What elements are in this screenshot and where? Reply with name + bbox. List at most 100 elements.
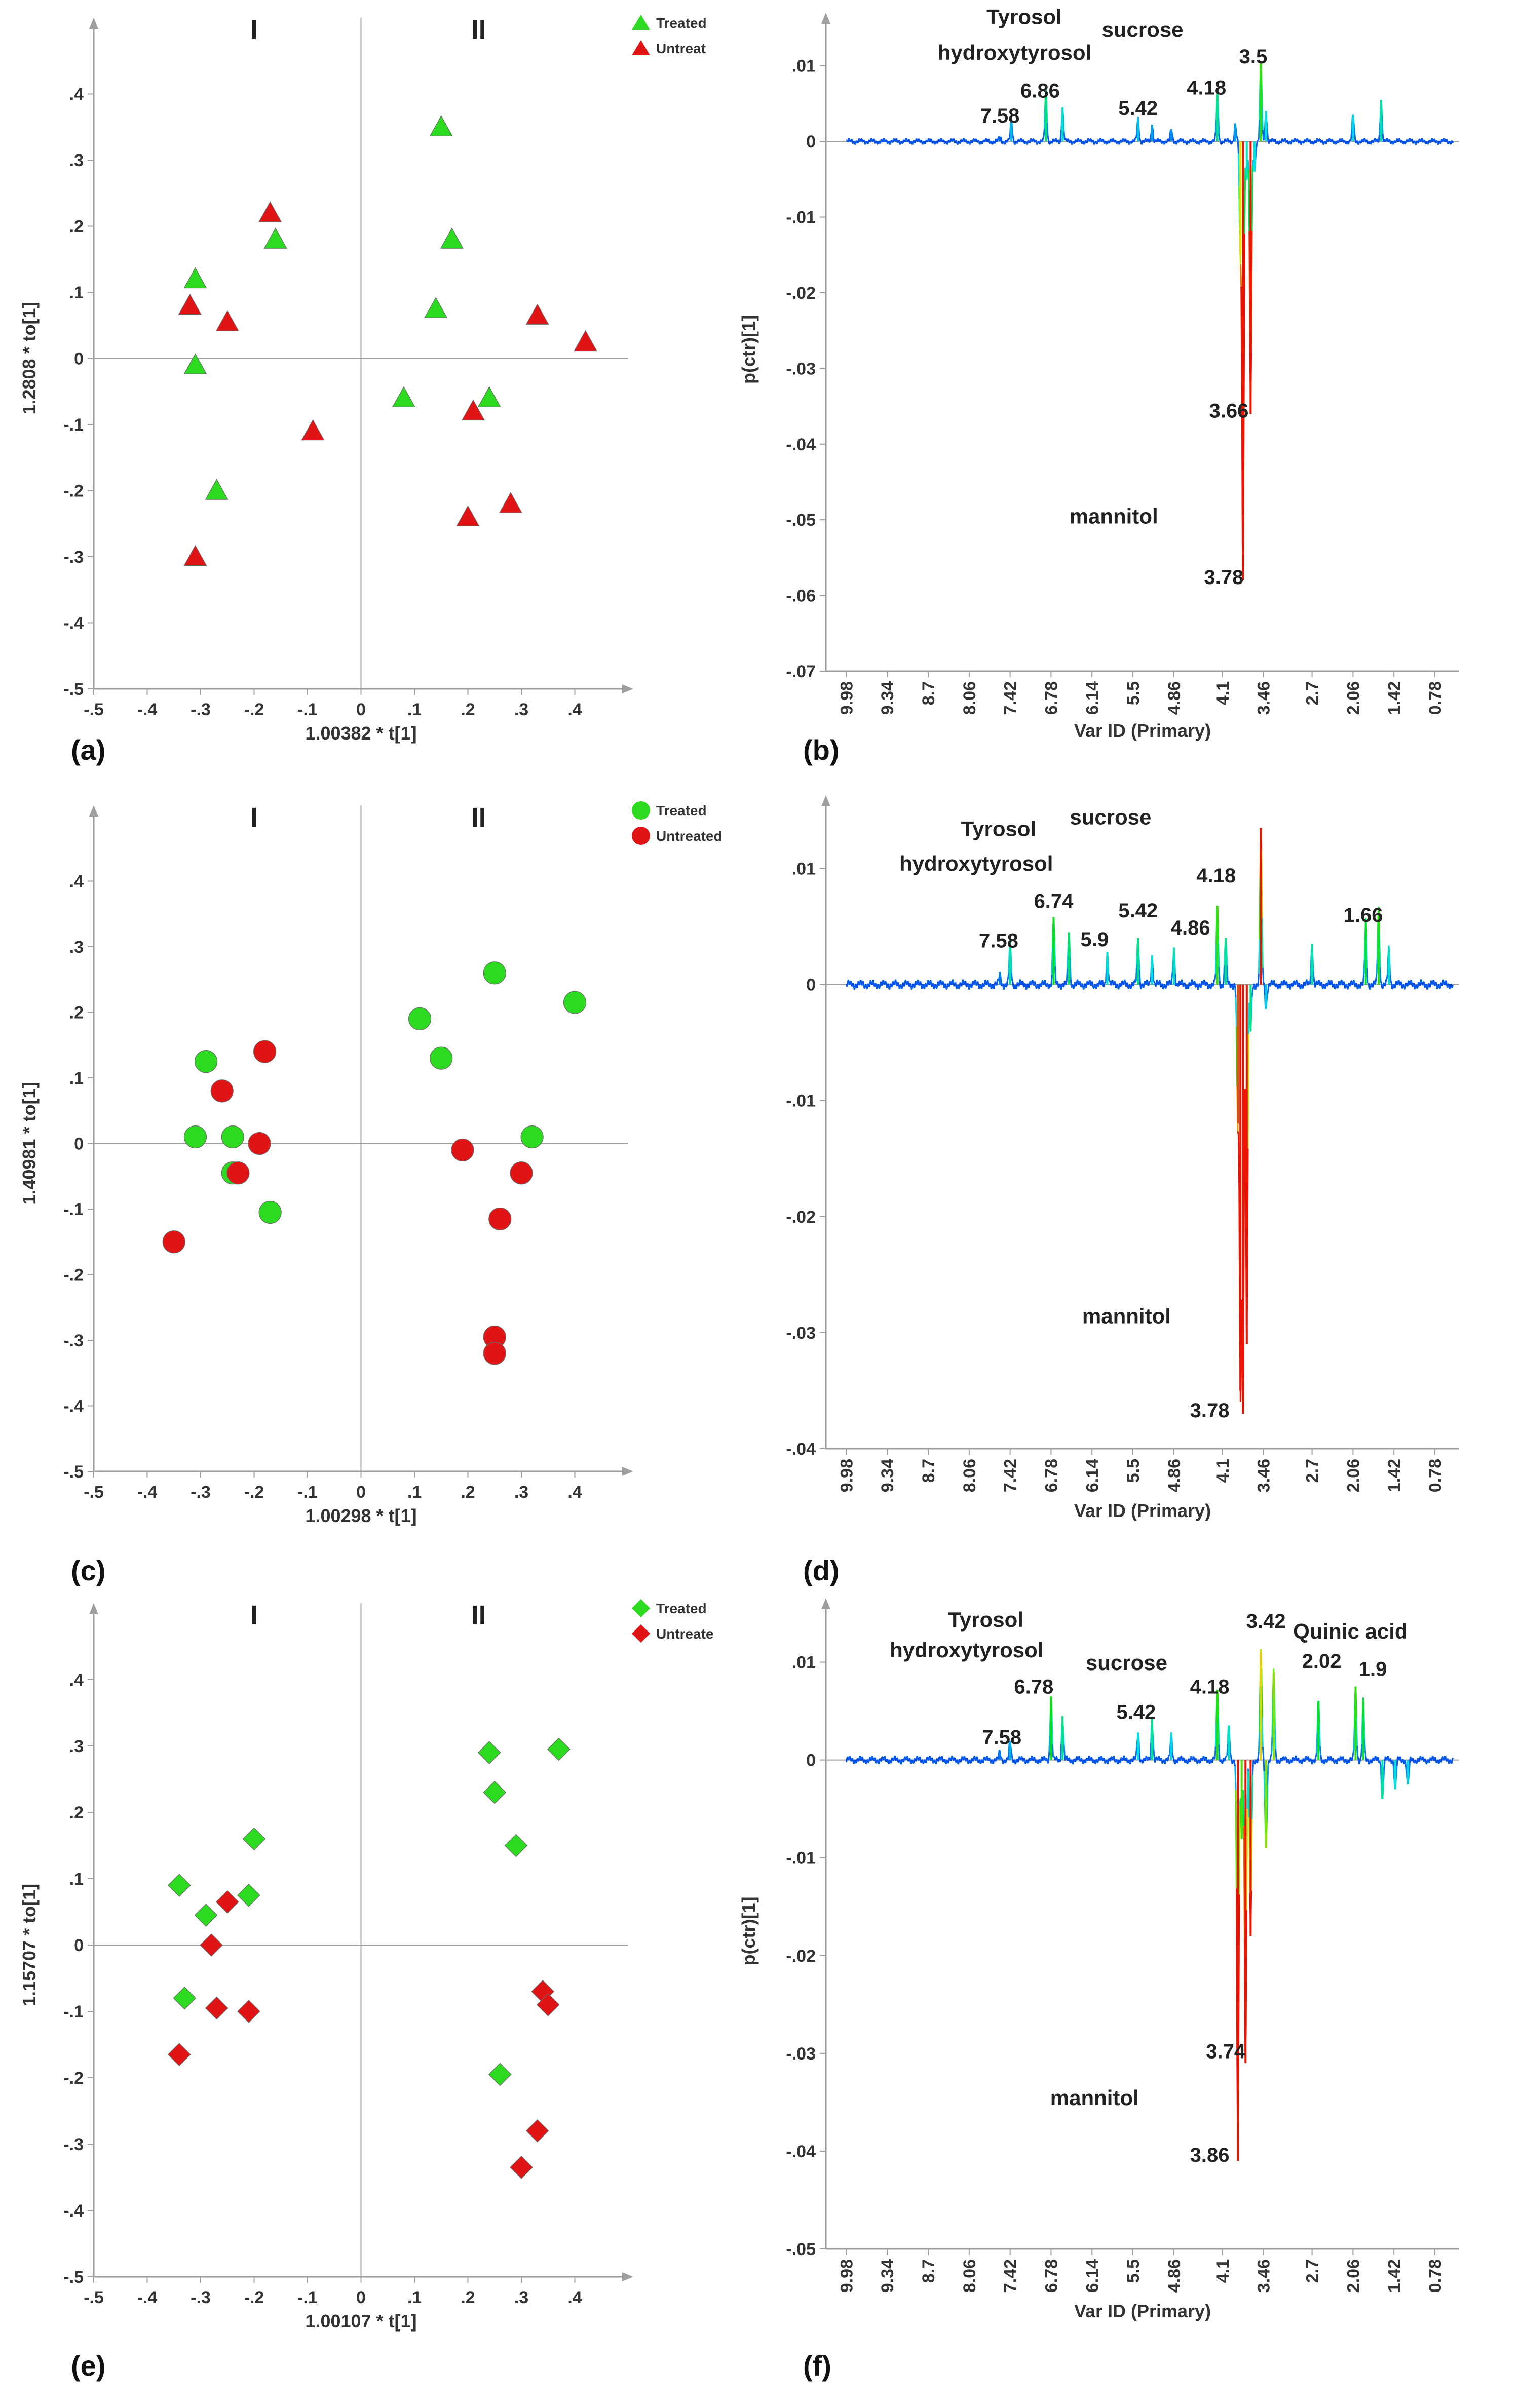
legend-marker xyxy=(632,1624,650,1643)
trace-segment xyxy=(1038,983,1041,989)
compound-label: hydroxytyrosol xyxy=(890,1638,1043,1662)
trace-segment xyxy=(1181,979,1184,983)
trace-segment xyxy=(1110,981,1113,986)
peak-label: 1.9 xyxy=(1359,1658,1387,1681)
y-tick-label: 0 xyxy=(74,1936,84,1955)
trace-segment xyxy=(1445,980,1448,985)
trace-segment xyxy=(1430,140,1432,143)
trace-segment xyxy=(1195,1758,1198,1762)
x-tick-label: .2 xyxy=(461,2288,475,2307)
trace-segment xyxy=(1439,140,1442,144)
treated-point xyxy=(483,961,506,985)
trace-segment xyxy=(1167,981,1170,986)
trace-segment xyxy=(1294,983,1297,985)
y-tick-label: -.02 xyxy=(786,284,816,303)
trace-segment xyxy=(1060,985,1063,990)
trace-segment xyxy=(1374,979,1377,985)
trace-segment xyxy=(1165,141,1168,144)
trace-segment xyxy=(1233,983,1236,988)
trace-segment xyxy=(1424,1758,1427,1762)
trace-segment xyxy=(1332,984,1335,988)
trace-segment xyxy=(1071,142,1074,145)
x-tick-label: .4 xyxy=(567,1483,582,1502)
trace-segment xyxy=(988,1757,991,1760)
trace-segment xyxy=(1001,1757,1003,1759)
untreated-point xyxy=(248,1132,271,1155)
compound-label: Quinic acid xyxy=(1293,1619,1408,1643)
trace-segment xyxy=(1292,1757,1295,1759)
trace-segment xyxy=(1204,984,1207,986)
loading-plot-d: -.04 -.03 -.02 -.01 0 .01 9.98 9.34 8.7 8.06 7.42 6… xyxy=(786,795,1459,1521)
trace-segment xyxy=(1145,1755,1148,1758)
trace-segment xyxy=(1209,140,1212,143)
untreated-point xyxy=(200,1933,223,1957)
trace-segment xyxy=(991,1759,994,1763)
trace-segment xyxy=(1053,139,1056,142)
trace-segment xyxy=(1412,1758,1415,1763)
x-tick-label: -.5 xyxy=(84,2288,104,2307)
y-tick-label: -.05 xyxy=(786,2240,816,2259)
trace-segment xyxy=(1370,983,1373,986)
trace-segment xyxy=(985,982,988,986)
trace-segment xyxy=(1047,140,1050,144)
y-tick-label: -.3 xyxy=(63,548,84,567)
quadrant-label-1: I xyxy=(250,15,258,45)
y-tick-label: -.5 xyxy=(63,680,84,699)
trace-segment xyxy=(1328,138,1331,140)
trace-segment xyxy=(1451,140,1454,143)
x-tick-label: 6.78 xyxy=(1042,2259,1061,2293)
trace-segment xyxy=(1033,1756,1036,1761)
trace-segment xyxy=(1200,140,1203,143)
y-tick-label: -.04 xyxy=(786,435,816,454)
trace-segment xyxy=(877,984,880,986)
trace-segment xyxy=(1085,983,1088,988)
y-tick-label: -.04 xyxy=(786,1440,816,1459)
trace-segment xyxy=(1190,1756,1193,1760)
treated-point xyxy=(424,297,448,318)
untreated-point xyxy=(210,1079,234,1103)
legend-item-0: Treated xyxy=(632,801,707,820)
trace-segment xyxy=(1397,139,1400,142)
trace-segment xyxy=(1432,979,1435,982)
trace-segment xyxy=(1163,141,1166,145)
trace-segment xyxy=(1165,1758,1168,1761)
trace-segment xyxy=(1218,134,1221,140)
trace-segment xyxy=(1093,142,1096,145)
trace-segment xyxy=(1083,1759,1086,1763)
trace-segment xyxy=(1156,140,1158,143)
compound-label: Tyrosol xyxy=(986,5,1062,29)
trace-segment xyxy=(1300,142,1303,145)
trace-segment xyxy=(1132,982,1135,987)
trace-segment xyxy=(992,1760,995,1764)
trace-segment xyxy=(1351,983,1354,985)
trace-segment xyxy=(1277,1759,1280,1762)
trace-segment xyxy=(1175,142,1178,145)
x-tick-label: 1.42 xyxy=(1385,681,1404,715)
trace-segment xyxy=(868,984,871,988)
y-tick-label: .01 xyxy=(792,57,816,76)
trace-segment xyxy=(922,984,925,989)
trace-segment xyxy=(1348,983,1351,987)
trace-segment xyxy=(934,984,937,986)
x-tick-label: 4.86 xyxy=(1165,1459,1184,1492)
trace-segment xyxy=(1433,139,1436,143)
trace-segment xyxy=(1405,1766,1408,1774)
trace-segment xyxy=(902,1758,905,1763)
trace-segment xyxy=(1122,138,1125,142)
trace-segment xyxy=(1226,964,1229,981)
trace-segment xyxy=(1339,981,1342,986)
legend-label: Treated xyxy=(656,15,707,31)
trace-segment xyxy=(1122,983,1125,985)
trace-segment xyxy=(846,982,849,987)
trace-segment xyxy=(1414,985,1417,990)
x-tick-label: -.4 xyxy=(137,2288,158,2307)
trace-segment xyxy=(1246,1768,1249,1809)
series-untreated xyxy=(167,1890,560,2179)
trace-segment xyxy=(1041,138,1044,142)
trace-segment xyxy=(1375,1755,1377,1758)
trace-segment xyxy=(936,141,939,144)
trace-segment xyxy=(969,983,972,987)
trace-segment xyxy=(1088,983,1089,986)
trace-segment xyxy=(1213,140,1215,143)
